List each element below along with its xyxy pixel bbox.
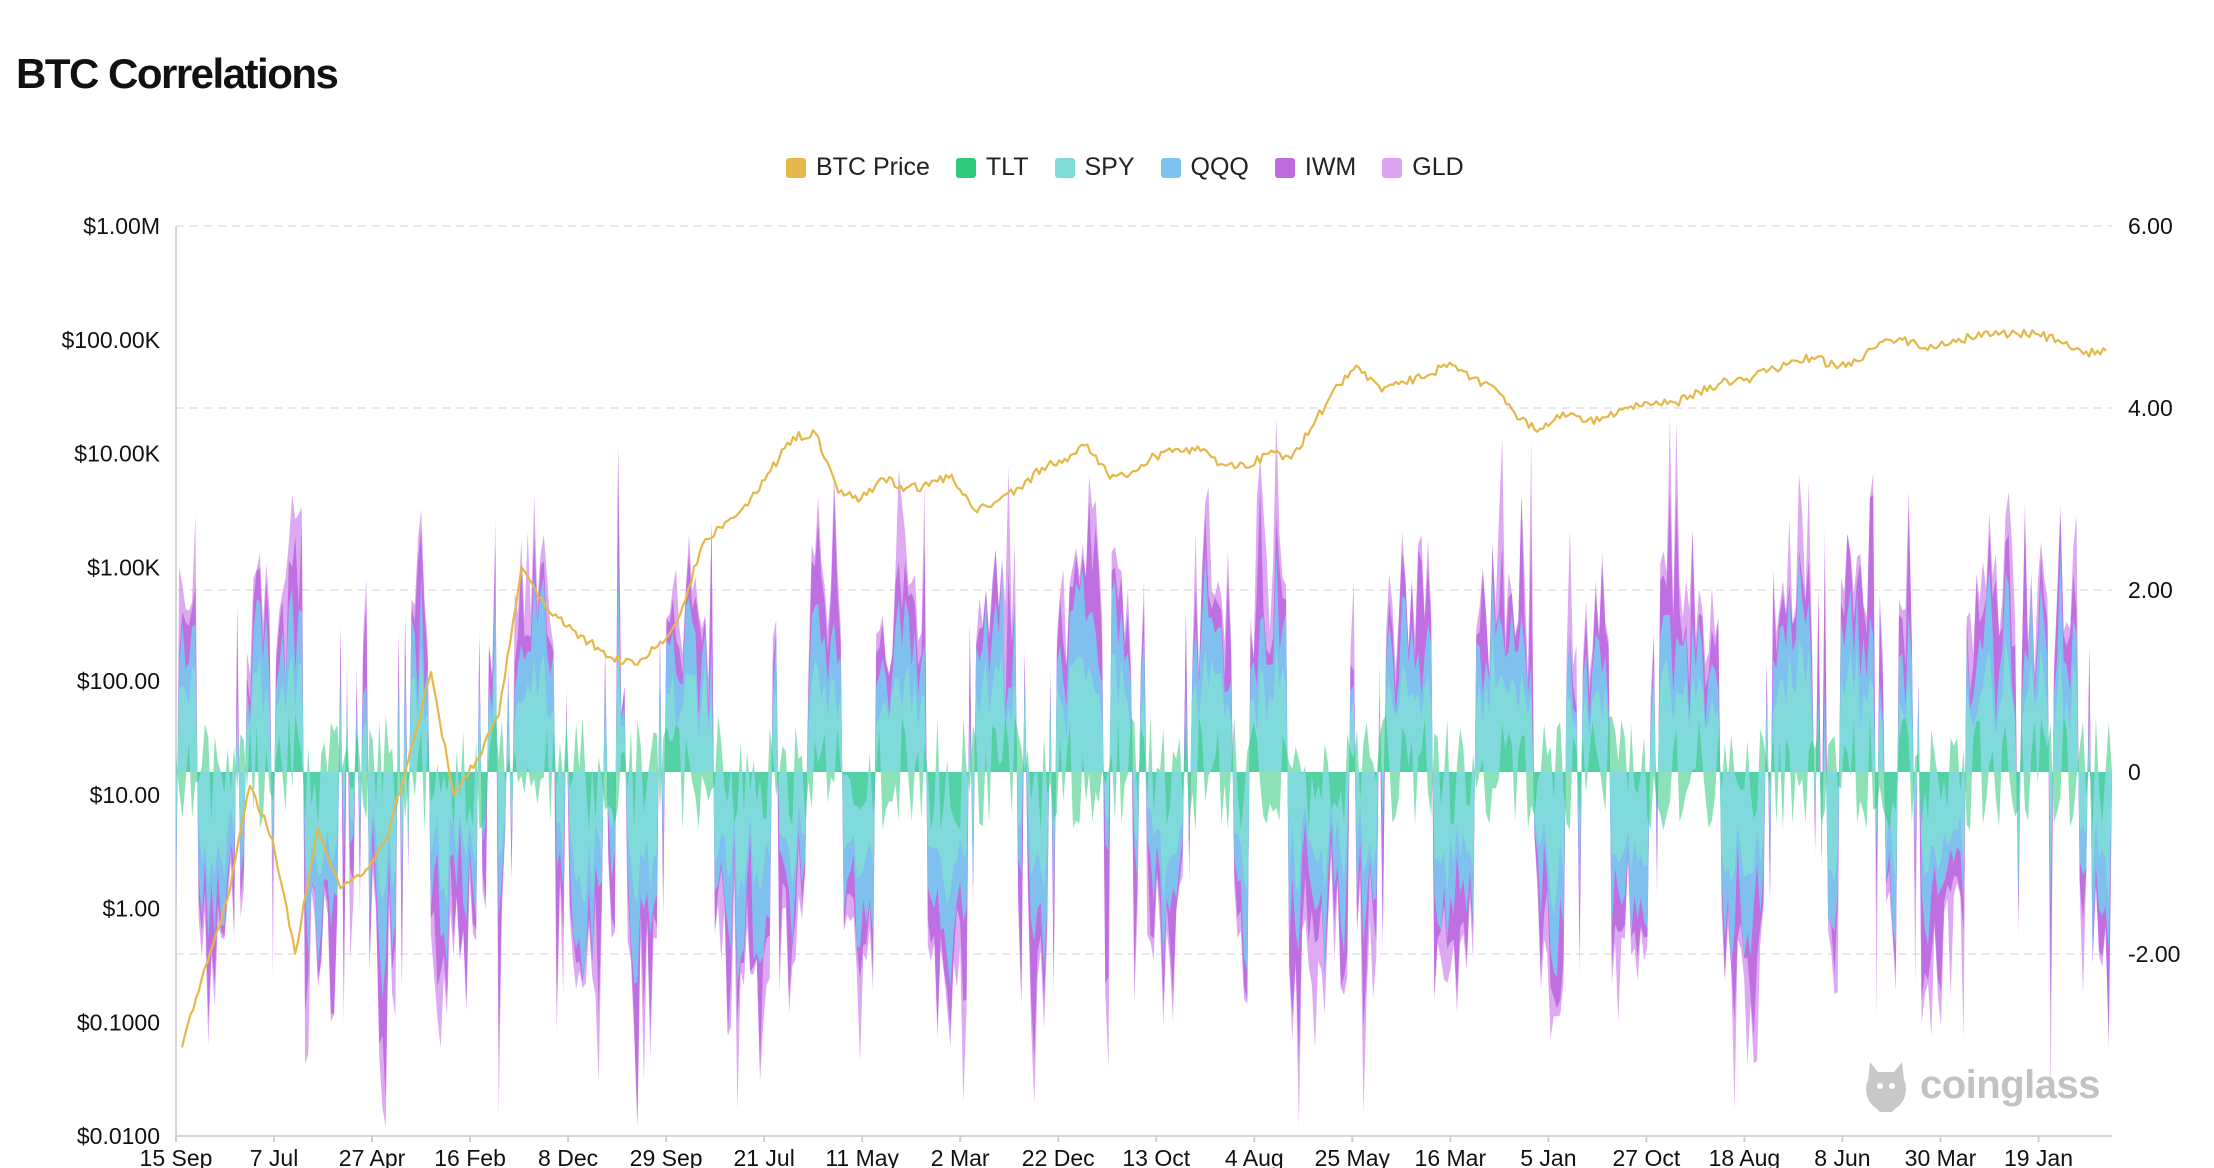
x-tick-label: 8 Dec — [538, 1145, 598, 1168]
x-tick-label: 19 Jan — [2004, 1145, 2073, 1168]
btc-price-line — [180, 328, 2107, 1048]
y-left-tick-label: $10.00 — [90, 782, 160, 808]
y-left-tick-label: $1.00 — [102, 896, 160, 922]
x-tick-label: 22 Dec — [1022, 1145, 1095, 1168]
y-left-tick-label: $0.0100 — [77, 1123, 160, 1149]
x-tick-label: 15 Sep — [140, 1145, 213, 1168]
legend-item-btc-price[interactable]: BTC Price — [786, 153, 930, 182]
legend-swatch-btc-price — [786, 157, 806, 178]
x-tick-label: 30 Mar — [1905, 1145, 1977, 1168]
x-tick-label: 18 Aug — [1709, 1145, 1781, 1168]
y-right-tick-label: 2.00 — [2128, 577, 2173, 603]
legend-swatch-spy — [1054, 157, 1075, 178]
y-left-tick-label: $1.00K — [87, 554, 161, 580]
legend-label-tlt: TLT — [985, 153, 1029, 181]
y-left-tick-label: $100.00 — [77, 668, 160, 694]
legend-swatch-iwm — [1274, 157, 1295, 178]
legend-label-iwm: IWM — [1304, 153, 1357, 181]
y-left-tick-label: $0.1000 — [77, 1009, 160, 1035]
y-right-tick-label: 0 — [2128, 759, 2141, 785]
x-tick-label: 8 Jun — [1814, 1145, 1870, 1168]
legend-item-tlt[interactable]: TLT — [955, 153, 1029, 182]
area-tlt — [176, 713, 2112, 832]
legend-label-btc-price: BTC Price — [816, 153, 930, 181]
y-left-tick-label: $10.00K — [74, 441, 160, 467]
x-tick-label: 4 Aug — [1225, 1145, 1284, 1168]
legend-swatch-gld — [1382, 157, 1403, 178]
legend-item-gld[interactable]: GLD — [1382, 153, 1464, 182]
x-tick-label: 16 Feb — [434, 1145, 506, 1168]
y-left-tick-label: $1.00M — [83, 213, 160, 239]
x-tick-label: 5 Jan — [1520, 1145, 1576, 1168]
chart-legend: BTC Price TLT SPY QQQ IWM GLD — [786, 153, 1490, 182]
x-tick-label: 21 Jul — [733, 1145, 794, 1168]
x-tick-label: 16 Mar — [1415, 1145, 1487, 1168]
coinglass-wordmark: coinglass — [1920, 1062, 2101, 1107]
legend-swatch-qqq — [1160, 157, 1181, 178]
legend-label-gld: GLD — [1412, 153, 1464, 181]
coinglass-watermark: coinglass — [1862, 1058, 2101, 1112]
legend-label-spy: SPY — [1084, 153, 1135, 181]
legend-item-qqq[interactable]: QQQ — [1160, 153, 1249, 182]
x-tick-label: 27 Apr — [339, 1145, 406, 1168]
y-right-tick-label: 6.00 — [2128, 213, 2173, 239]
y-left-tick-label: $100.00K — [62, 327, 161, 353]
legend-swatch-tlt — [955, 157, 976, 178]
area-qqq — [176, 551, 2112, 999]
area-spy — [176, 634, 2112, 917]
x-tick-label: 25 May — [1315, 1145, 1391, 1168]
x-tick-label: 27 Oct — [1612, 1145, 1680, 1168]
x-tick-label: 13 Oct — [1122, 1145, 1190, 1168]
x-tick-label: 2 Mar — [931, 1145, 990, 1168]
coinglass-logo-icon — [1866, 1062, 1906, 1112]
chart-title: BTC Correlations — [16, 50, 339, 97]
y-right-tick-label: 4.00 — [2128, 395, 2173, 421]
x-tick-label: 29 Sep — [630, 1145, 703, 1168]
x-tick-label: 11 May — [825, 1145, 899, 1168]
x-tick-label: 7 Jul — [250, 1145, 299, 1168]
y-right-tick-label: -2.00 — [2128, 941, 2180, 967]
legend-label-qqq: QQQ — [1190, 153, 1249, 181]
legend-item-spy[interactable]: SPY — [1054, 153, 1135, 182]
legend-item-iwm[interactable]: IWM — [1274, 153, 1357, 182]
